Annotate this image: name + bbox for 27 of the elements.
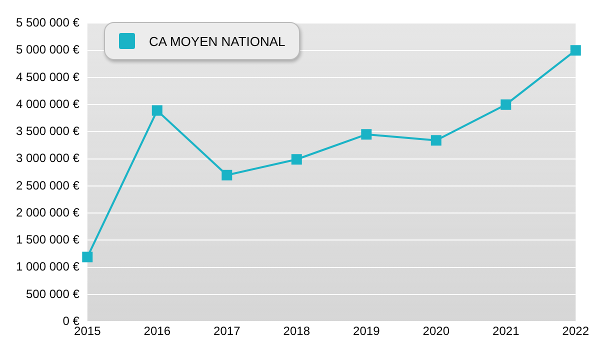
point — [82, 252, 93, 262]
point — [361, 129, 372, 140]
point — [222, 170, 232, 180]
x-tick-label: 2016 — [144, 324, 171, 338]
y-tick-label: 1 000 000 € — [16, 260, 80, 274]
x-tick-label: 2022 — [562, 324, 590, 338]
y-tick-label: 1 500 000 € — [16, 232, 80, 247]
y-tick-label: 5 500 000 € — [16, 16, 80, 30]
point — [152, 105, 162, 116]
x-tick-label: 2018 — [283, 324, 310, 338]
y-tick-label: 500 000 € — [26, 286, 80, 301]
y-tick-label: 3 500 000 € — [16, 124, 80, 138]
y-tick-label: 4 000 000 € — [16, 96, 80, 111]
y-tick-label: 2 000 000 € — [16, 205, 80, 220]
point — [430, 135, 442, 146]
point — [500, 99, 512, 110]
y-tick-label: 5 000 000 € — [16, 42, 80, 57]
x-tick-label: 2020 — [422, 324, 450, 338]
y-tick-label: 4 500 000 € — [16, 70, 80, 84]
point — [291, 154, 302, 165]
legend-label: CA MOYEN NATIONAL — [149, 34, 286, 48]
y-tick-label: 3 000 000 € — [16, 151, 80, 166]
point — [570, 45, 581, 56]
x-tick-label: 2021 — [492, 324, 520, 338]
y-tick-label: 2 500 000 € — [16, 178, 80, 192]
x-tick-label: 2017 — [214, 324, 241, 338]
x-tick-label: 2019 — [353, 324, 380, 338]
